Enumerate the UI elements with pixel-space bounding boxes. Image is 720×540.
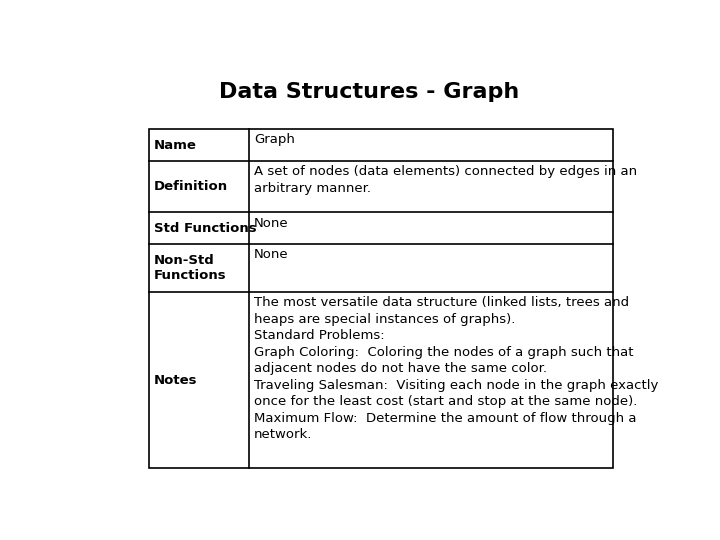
Text: Non-Std
Functions: Non-Std Functions [154, 254, 227, 282]
Bar [148, 129, 613, 468]
Text: Name: Name [154, 139, 197, 152]
Text: Std Functions: Std Functions [154, 222, 257, 235]
Text: Definition: Definition [154, 180, 228, 193]
Text: A set of nodes (data elements) connected by edges in an
arbitrary manner.: A set of nodes (data elements) connected… [254, 165, 637, 195]
Text: Notes: Notes [154, 374, 198, 387]
Text: The most versatile data structure (linked lists, trees and
heaps are special ins: The most versatile data structure (linke… [254, 296, 659, 442]
Text: Graph: Graph [254, 133, 295, 146]
Text: Data Structures - Graph: Data Structures - Graph [219, 82, 519, 102]
Text: None: None [254, 248, 289, 261]
Text: None: None [254, 217, 289, 230]
